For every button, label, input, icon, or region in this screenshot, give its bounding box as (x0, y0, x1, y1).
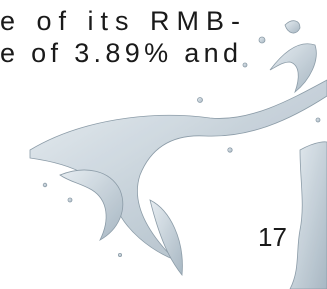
body-text: e of its RMB- e of 3.89% and (0, 6, 240, 68)
text-line: e of its RMB- (0, 6, 240, 36)
text-line: e of 3.89% and (0, 38, 238, 68)
page: {"text": {"lines": ["e of its RMB-", "e … (0, 0, 327, 289)
slide: e of its RMB- e of 3.89% and 17 (0, 0, 327, 289)
page-number: 17 (258, 222, 287, 252)
